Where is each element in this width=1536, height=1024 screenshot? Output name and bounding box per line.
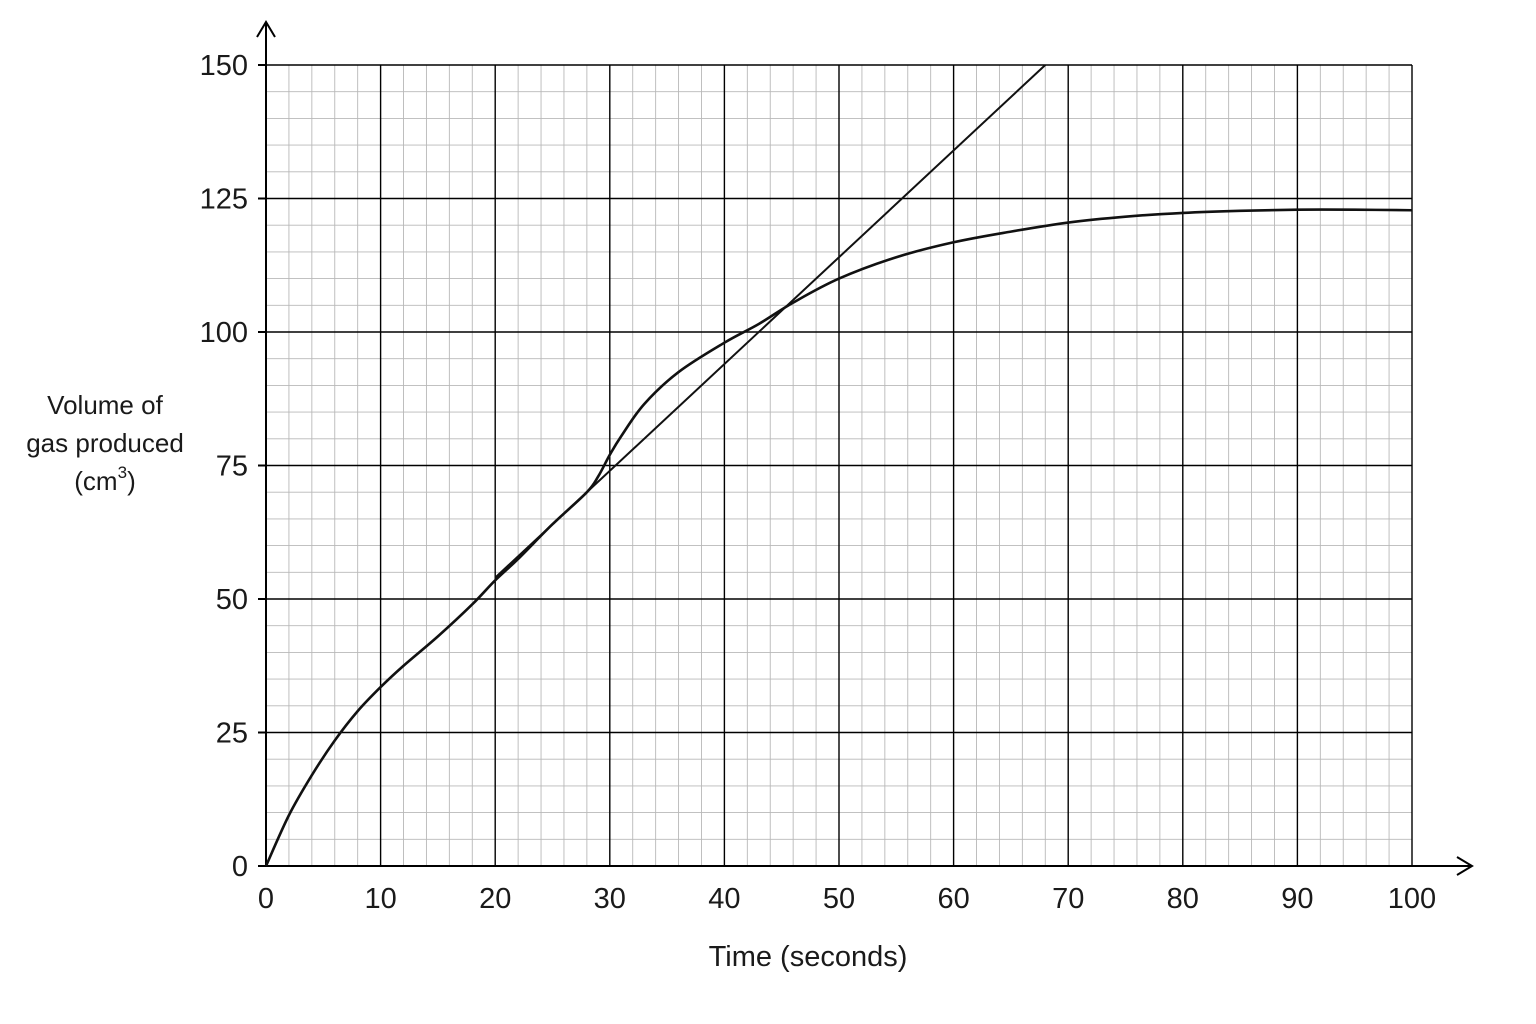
x-tick-label: 60 (937, 883, 969, 915)
y-tick-label: 50 (216, 584, 248, 616)
x-tick-label: 40 (708, 883, 740, 915)
x-tick-label: 20 (479, 883, 511, 915)
tick-labels: 0 10 20 30 40 50 60 70 80 90 100 0 25 50 75 100 125 150 (200, 50, 1437, 915)
y-tick-label: 75 (216, 451, 248, 483)
x-tick-label: 30 (594, 883, 626, 915)
y-axis-label: Volume of gas produced (cm3) (10, 386, 200, 500)
x-tick-label: 0 (258, 883, 274, 915)
y-tick-label: 125 (200, 184, 248, 216)
y-axis-label-line2: gas produced (26, 428, 184, 458)
x-tick-label: 50 (823, 883, 855, 915)
y-axis-label-unit: (cm3) (74, 463, 136, 496)
x-tick-label: 10 (364, 883, 396, 915)
x-axis-label: Time (seconds) (709, 941, 908, 973)
gas-volume-curve (264, 208, 1413, 867)
axes (256, 20, 1474, 876)
series-group (264, 64, 1413, 867)
major-grid (265, 64, 1413, 867)
tangent-line (494, 64, 1046, 579)
y-axis-arrow (256, 20, 276, 38)
y-axis-label-line1: Volume of (47, 390, 163, 420)
y-tick-label: 25 (216, 718, 248, 750)
y-tick-label: 150 (200, 50, 248, 82)
x-axis-arrow (1456, 856, 1474, 876)
x-tick-label: 70 (1052, 883, 1084, 915)
x-tick-label: 80 (1167, 883, 1199, 915)
x-tick-label: 90 (1281, 883, 1313, 915)
y-tick-label: 0 (232, 851, 248, 883)
x-tick-label: 100 (1388, 883, 1436, 915)
y-tick-label: 100 (200, 317, 248, 349)
